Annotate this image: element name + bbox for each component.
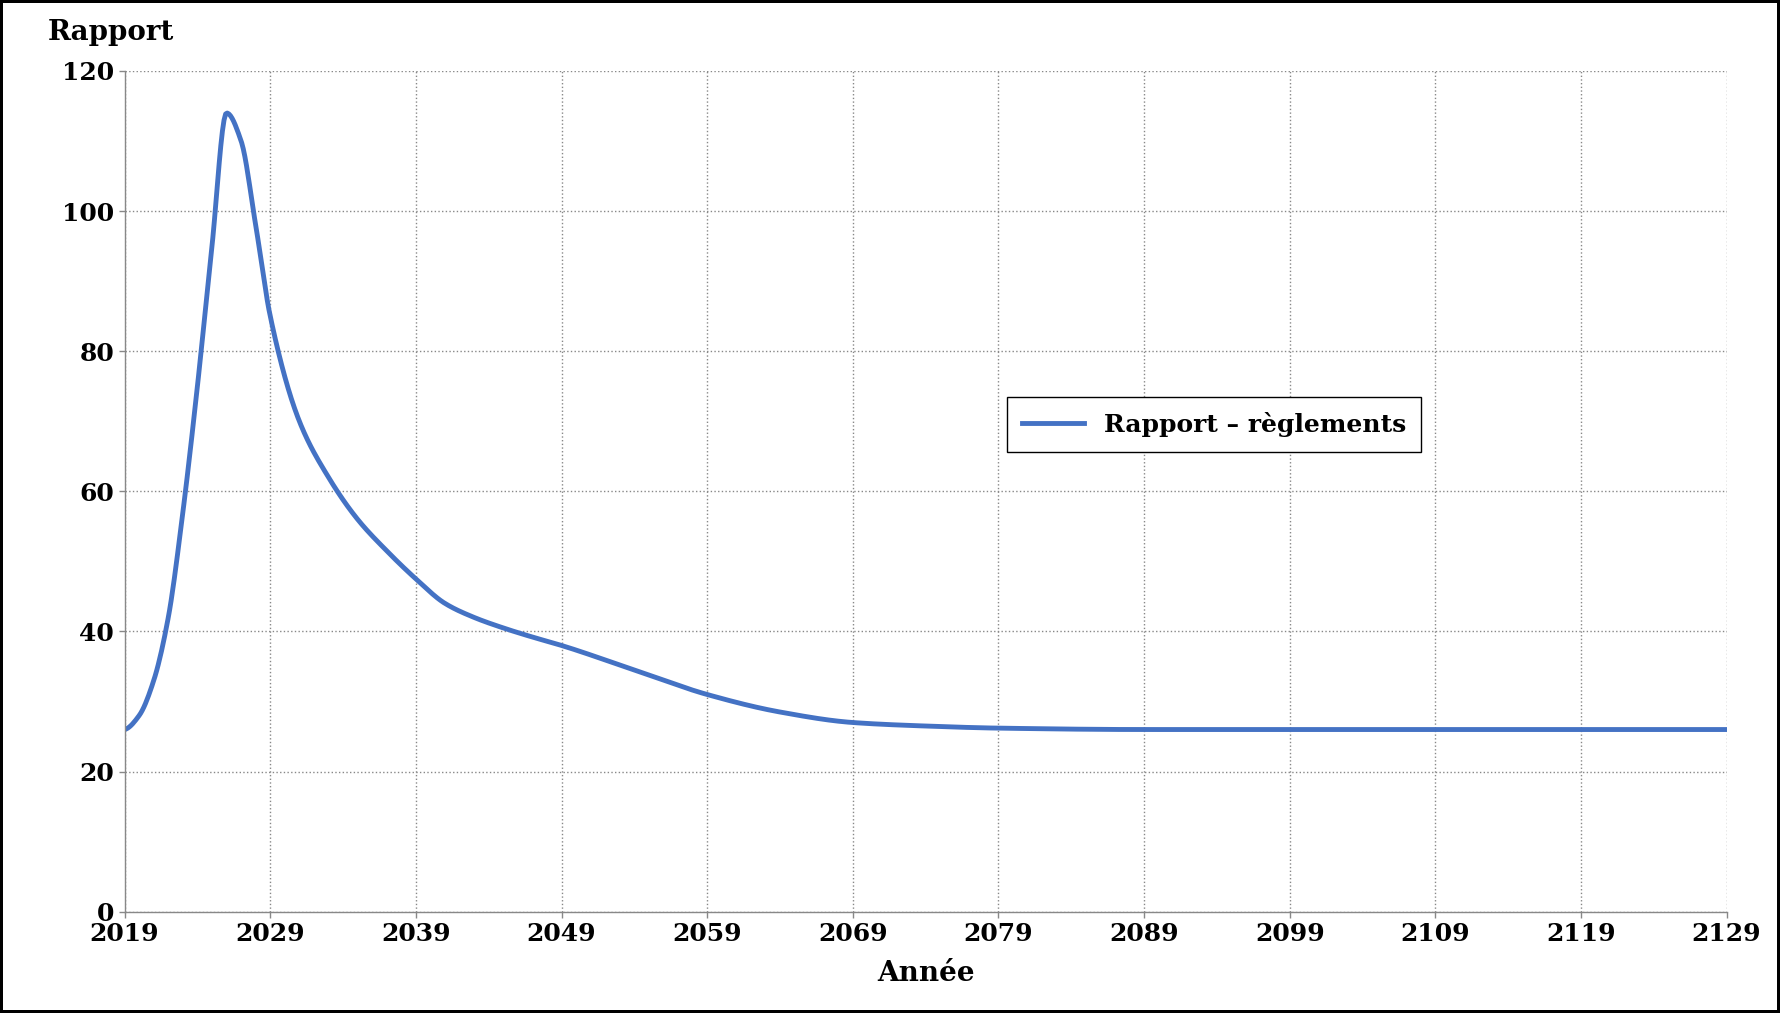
Rapport – règlements [1216,723,1237,735]
Rapport – règlements [1394,723,1415,735]
Rapport – règlements [821,714,842,726]
Rapport – règlements [217,107,239,120]
Rapport – règlements [1365,723,1387,735]
Legend: Rapport – règlements: Rapport – règlements [1006,396,1422,452]
Rapport – règlements [764,705,785,717]
Rapport – règlements [1716,723,1737,735]
Rapport – règlements [114,723,135,735]
X-axis label: Année: Année [878,960,974,987]
Line: Rapport – règlements: Rapport – règlements [125,113,1727,729]
Rapport – règlements [279,388,301,400]
Y-axis label: Rapport: Rapport [48,18,174,46]
